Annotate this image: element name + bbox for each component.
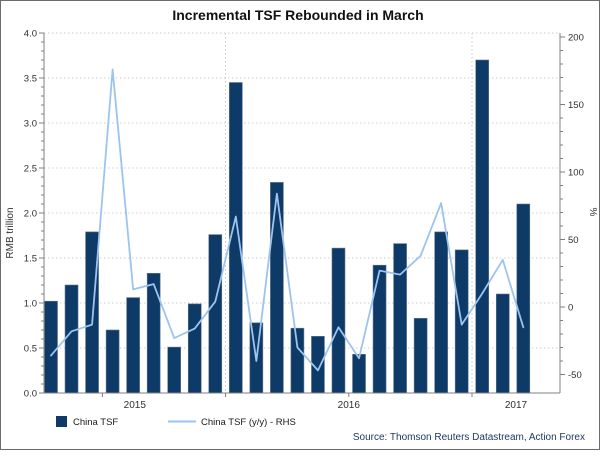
right-tick-label: 100 (568, 168, 584, 179)
bar-May 2015 (64, 284, 79, 394)
legend-swatch-china-tsf (56, 416, 67, 427)
bar-Oct 2016 (413, 317, 428, 394)
right-tick-label: 50 (568, 235, 579, 246)
bar-Apr 2015 (44, 300, 58, 394)
bar-Aug 2016 (372, 264, 387, 394)
bar-Jul 2016 (352, 353, 366, 394)
line-series-china-tsf-yoy (50, 68, 525, 372)
bar-Jul 2015 (105, 329, 120, 394)
bar-Feb 2017 (495, 293, 510, 394)
left-tick-label: 2.0 (24, 209, 37, 220)
year-label-2016: 2016 (338, 400, 361, 411)
bar-Jun 2016 (331, 247, 346, 394)
left-tick-label: 3.0 (24, 119, 37, 130)
left-axis-title: RMB trillion (5, 207, 16, 258)
right-tick-label: -50 (568, 370, 582, 381)
right-tick-label: 150 (568, 100, 584, 111)
bar-Aug 2015 (126, 297, 140, 394)
left-tick-label: 2.5 (24, 164, 37, 175)
bar-Sep 2016 (393, 243, 407, 394)
yoy-line (50, 68, 525, 372)
left-tick-label: 3.5 (24, 74, 37, 85)
source-text: Source: Thomson Reuters Datastream, Acti… (353, 432, 585, 443)
legend-label-china-tsf: China TSF (73, 417, 118, 428)
bar-Oct 2015 (167, 346, 182, 394)
legend-label-china-tsf-yoy: China TSF (y/y) - RHS (201, 417, 296, 428)
right-tick-label: 200 (568, 33, 584, 44)
right-axis-title: % (587, 208, 598, 217)
axes: 0.0 0.5 1.0 1.5 2.0 2.5 3.0 3.5 4.0 -50 0 50 100 150 2… (24, 29, 584, 412)
left-tick-label: 0.0 (24, 389, 37, 400)
bar-Apr 2016 (290, 327, 305, 394)
bar-Jan 2017 (475, 59, 490, 394)
chart-title: Incremental TSF Rebounded in March (172, 7, 423, 23)
gridlines (44, 32, 560, 393)
legend: China TSF China TSF (y/y) - RHS (56, 416, 296, 428)
year-label-2017: 2017 (505, 400, 528, 411)
bar-series-china-tsf (44, 59, 531, 394)
left-tick-label: 0.5 (24, 344, 37, 355)
left-tick-label: 1.0 (24, 299, 37, 310)
right-tick-label: 0 (568, 303, 573, 314)
left-tick-label: 4.0 (24, 29, 37, 40)
bar-Mar 2017 (516, 203, 531, 394)
bar-Sep 2015 (146, 272, 161, 394)
bar-Nov 2015 (187, 303, 202, 394)
bar-Dec 2015 (208, 234, 223, 394)
bar-Mar 2016 (270, 182, 284, 394)
bar-Jun 2015 (85, 231, 99, 394)
left-tick-label: 1.5 (24, 254, 37, 265)
bar-Nov 2016 (434, 231, 448, 394)
year-label-2015: 2015 (124, 400, 147, 411)
